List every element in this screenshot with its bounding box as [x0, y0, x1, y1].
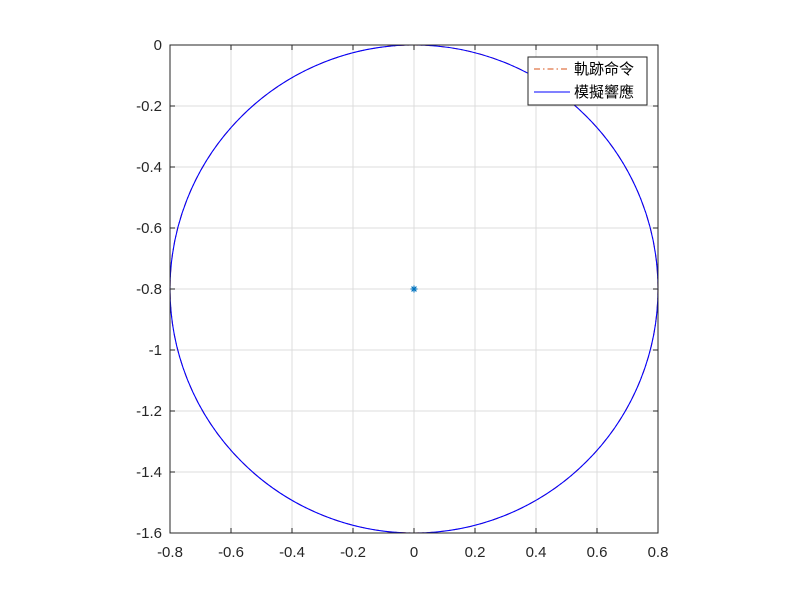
y-tick-label: -1.6 — [136, 525, 162, 542]
x-tick-label: -0.2 — [340, 544, 366, 561]
x-tick-label: 0.8 — [648, 544, 669, 561]
x-tick-label: 0.2 — [465, 544, 486, 561]
x-tick-label: 0.4 — [526, 544, 547, 561]
y-tick-label: -1.2 — [136, 403, 162, 420]
y-tick-label: -1.4 — [136, 464, 162, 481]
tick-labels: -0.8 -0.6 -0.4 -0.2 0 0.2 0.4 0.6 0.8 0 -0.2 -0.4 -0… — [136, 37, 668, 561]
y-tick-label: 0 — [154, 37, 162, 54]
legend-box — [527, 56, 648, 106]
x-tick-label: 0.6 — [587, 544, 608, 561]
y-tick-label: -1 — [149, 342, 162, 359]
legend-label: 模擬響應 — [574, 83, 634, 101]
x-tick-label: 0 — [410, 544, 418, 561]
x-tick-label: -0.4 — [279, 544, 305, 561]
x-tick-label: -0.8 — [157, 544, 183, 561]
y-tick-label: -0.8 — [136, 281, 162, 298]
center-marker — [410, 285, 418, 293]
axes — [169, 44, 659, 534]
legend-label: 軌跡命令 — [574, 60, 634, 78]
y-tick-label: -0.4 — [136, 159, 162, 176]
x-tick-label: -0.6 — [218, 544, 244, 561]
y-tick-label: -0.6 — [136, 220, 162, 237]
y-tick-label: -0.2 — [136, 98, 162, 115]
center-marker-stroke — [411, 286, 417, 292]
